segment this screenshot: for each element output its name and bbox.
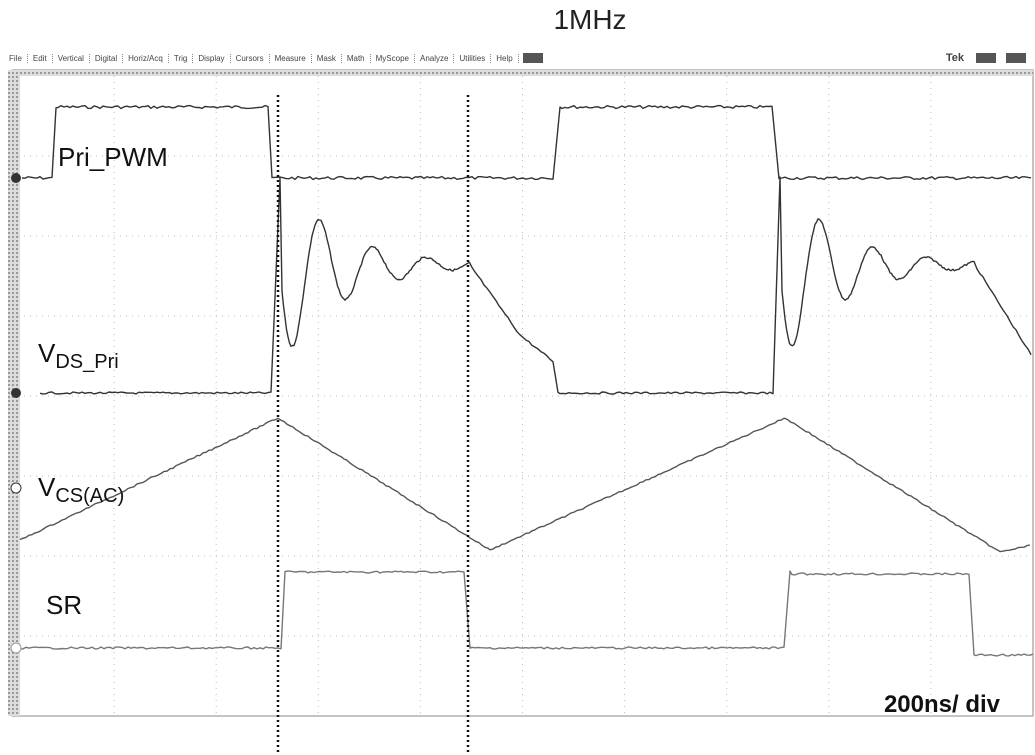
timebase-label: 200ns/ div <box>884 691 1001 718</box>
trace-label: Pri_PWM <box>58 142 168 172</box>
trace-label: SR <box>46 590 82 620</box>
trace-label-main: V <box>38 472 56 502</box>
channel-marker <box>11 483 21 493</box>
channel-marker <box>11 643 21 653</box>
channel-marker <box>11 388 21 398</box>
trace-label-sub: DS_Pri <box>55 351 118 373</box>
top-strip <box>12 70 1033 76</box>
scope-screenshot: 1MHz FileEditVerticalDigitalHoriz/AcqTri… <box>0 0 1035 755</box>
trace-label-sub: CS(AC) <box>55 485 124 507</box>
channel-marker <box>11 173 21 183</box>
trace-label-main: V <box>38 338 56 368</box>
scope-display: Pri_PWM VDS_Pri VCS(AC) SR 200ns/ div <box>0 0 1035 755</box>
